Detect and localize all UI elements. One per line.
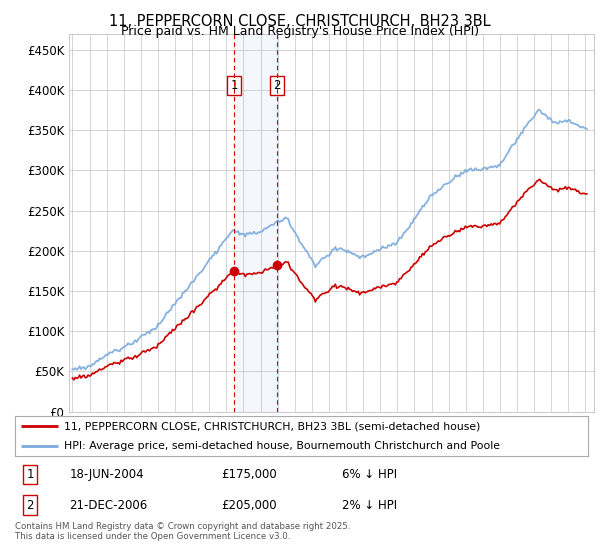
Text: 2% ↓ HPI: 2% ↓ HPI — [341, 498, 397, 512]
Text: 18-JUN-2004: 18-JUN-2004 — [70, 468, 144, 481]
Text: £175,000: £175,000 — [221, 468, 277, 481]
Text: Price paid vs. HM Land Registry's House Price Index (HPI): Price paid vs. HM Land Registry's House … — [121, 25, 479, 38]
Text: 11, PEPPERCORN CLOSE, CHRISTCHURCH, BH23 3BL: 11, PEPPERCORN CLOSE, CHRISTCHURCH, BH23… — [109, 14, 491, 29]
Text: 6% ↓ HPI: 6% ↓ HPI — [341, 468, 397, 481]
Text: 2: 2 — [26, 498, 34, 512]
Text: 21-DEC-2006: 21-DEC-2006 — [70, 498, 148, 512]
Text: Contains HM Land Registry data © Crown copyright and database right 2025.
This d: Contains HM Land Registry data © Crown c… — [15, 522, 350, 542]
Bar — [234, 34, 277, 412]
Text: 2: 2 — [274, 80, 281, 92]
Text: 11, PEPPERCORN CLOSE, CHRISTCHURCH, BH23 3BL (semi-detached house): 11, PEPPERCORN CLOSE, CHRISTCHURCH, BH23… — [64, 421, 480, 431]
Text: HPI: Average price, semi-detached house, Bournemouth Christchurch and Poole: HPI: Average price, semi-detached house,… — [64, 441, 500, 451]
Text: 1: 1 — [230, 80, 238, 92]
Text: £205,000: £205,000 — [221, 498, 277, 512]
Text: 1: 1 — [26, 468, 34, 481]
